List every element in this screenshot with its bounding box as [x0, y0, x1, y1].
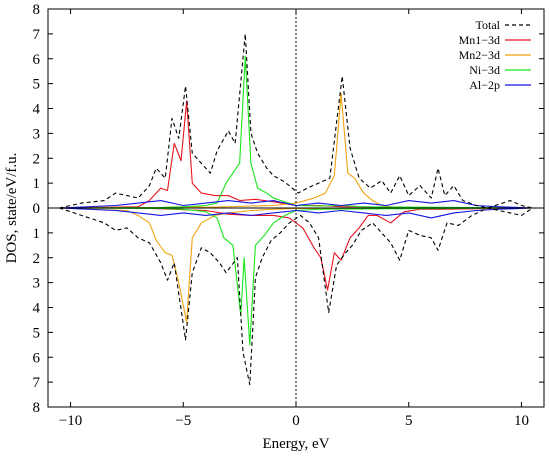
y-tick-label: 2	[33, 151, 41, 167]
legend-entry-label: Al−2p	[469, 78, 500, 92]
series-line-al-2p-up	[59, 199, 533, 209]
x-tick-label: −10	[59, 413, 82, 429]
series-line-ni-3d-down	[59, 207, 533, 346]
y-tick-label: 5	[33, 325, 41, 341]
y-tick-label: 3	[33, 276, 41, 292]
y-tick-label: 3	[33, 126, 41, 142]
y-tick-label: 4	[33, 301, 41, 317]
y-tick-label: 8	[33, 2, 41, 18]
y-tick-label: 0	[33, 201, 41, 217]
y-tick-label: 1	[33, 176, 41, 192]
y-tick-label: 8	[33, 400, 41, 416]
y-tick-label: 6	[33, 350, 41, 366]
y-tick-label: 2	[33, 251, 41, 267]
series-line-mn2-3d-up	[59, 93, 533, 209]
y-tick-label: 7	[33, 27, 41, 43]
series-line-mn2-3d-down	[59, 207, 533, 323]
series-layer	[59, 33, 534, 386]
x-tick-label: 10	[514, 413, 529, 429]
y-axis-ticks: 8 7 6 5 4 3 2 1 0 1 2 3 4 5 6 7 8	[33, 2, 544, 416]
legend-entry-label: Mn1−3d	[459, 33, 500, 47]
y-tick-label: 5	[33, 77, 41, 93]
series-line-total-down	[59, 207, 534, 386]
y-tick-label: 1	[33, 226, 41, 242]
x-axis-ticks: −10 −5 0 5 10	[59, 9, 529, 429]
legend-entry-label: Ni−3d	[469, 63, 500, 77]
series-line-total-up	[59, 33, 533, 209]
x-tick-label: 5	[405, 413, 413, 429]
series-line-mn1-3d-down	[59, 207, 533, 291]
x-axis-label: Energy, eV	[262, 436, 329, 452]
series-line-ni-3d-up	[59, 55, 533, 209]
legend-entry-label: Total	[476, 18, 501, 32]
y-tick-label: 4	[33, 102, 41, 118]
series-line-al-2p-down	[59, 207, 533, 219]
x-tick-label: 0	[292, 413, 300, 429]
x-tick-label: −5	[175, 413, 191, 429]
y-tick-label: 7	[33, 375, 41, 391]
y-axis-label: DOS, state/eV/f.u.	[4, 153, 20, 264]
legend-entry-label: Mn2−3d	[459, 48, 500, 62]
y-tick-label: 6	[33, 52, 41, 68]
